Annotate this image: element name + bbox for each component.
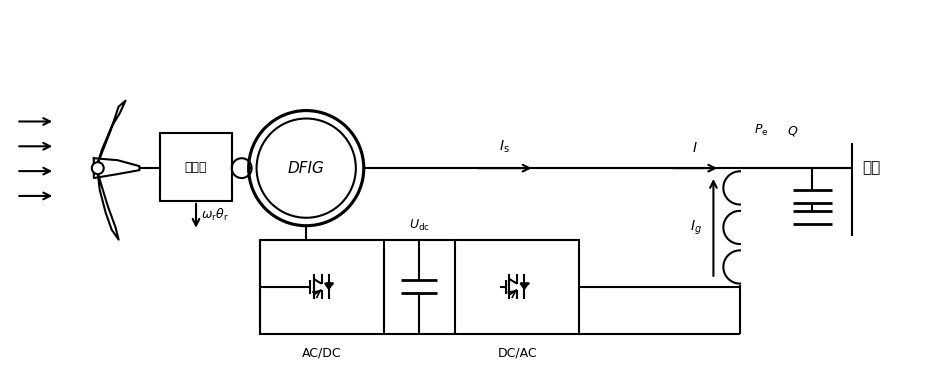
Text: DC/AC: DC/AC [497, 347, 537, 360]
Text: $P_{\rm e}$: $P_{\rm e}$ [754, 123, 768, 138]
Text: $Q$: $Q$ [786, 124, 799, 138]
Text: $I$: $I$ [692, 141, 698, 155]
Polygon shape [325, 283, 333, 289]
Text: $I_g$: $I_g$ [689, 218, 701, 236]
Bar [161, 134, 232, 201]
Text: AC/DC: AC/DC [302, 347, 342, 360]
Text: 齿轮箱: 齿轮箱 [185, 161, 207, 174]
Polygon shape [520, 283, 529, 289]
Text: DFIG: DFIG [288, 161, 325, 176]
Text: $U_{\rm dc}$: $U_{\rm dc}$ [409, 217, 430, 233]
Bar [455, 239, 579, 334]
Text: $\omega_{\rm r}\theta_{\rm r}$: $\omega_{\rm r}\theta_{\rm r}$ [201, 207, 229, 223]
Text: $I_{\rm s}$: $I_{\rm s}$ [500, 139, 510, 155]
Bar [260, 239, 384, 334]
Circle shape [92, 162, 104, 174]
Text: 电网: 电网 [862, 161, 880, 176]
